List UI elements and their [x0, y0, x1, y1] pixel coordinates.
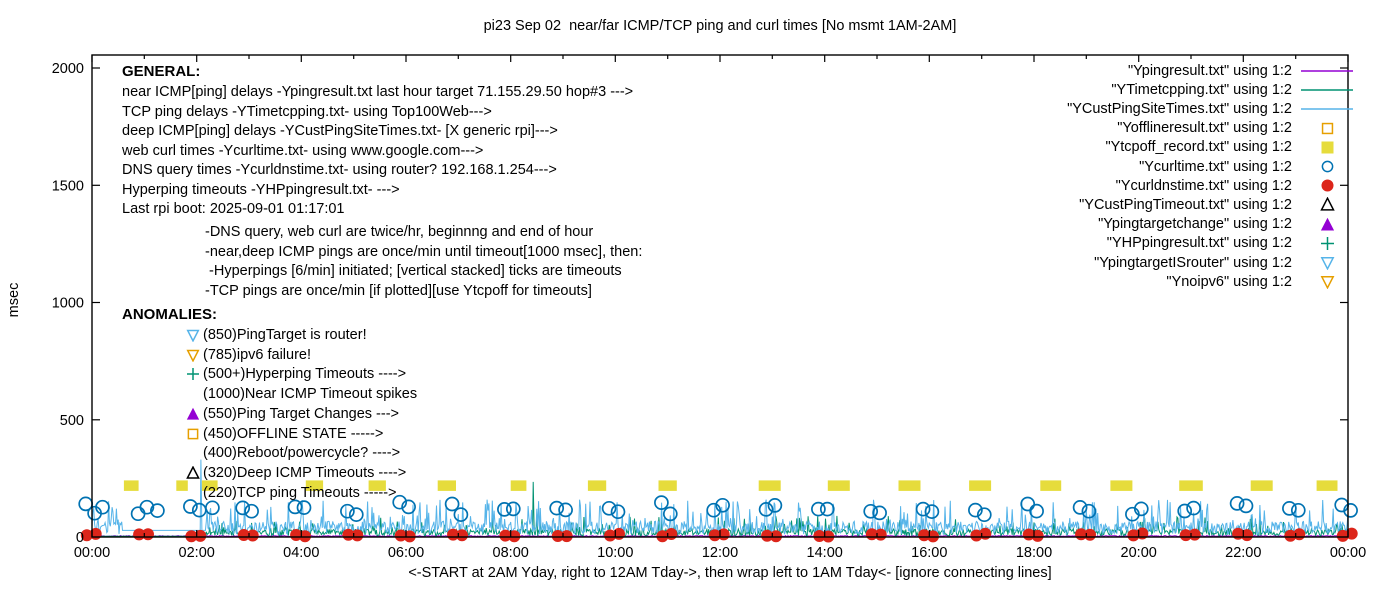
- legend-item: "YCustPingSiteTimes.txt" using 1:2: [926, 99, 1358, 118]
- no-marker: [186, 485, 203, 500]
- anomaly-text: (500+)Hyperping Timeouts ---->: [203, 366, 407, 383]
- legend-item: "Ypingresult.txt" using 1:2: [926, 61, 1358, 80]
- legend-item: "Ycurltime.txt" using 1:2: [926, 157, 1358, 176]
- svg-text:1500: 1500: [52, 178, 84, 194]
- general-line: Hyperping timeouts -YHPpingresult.txt- -…: [122, 181, 400, 198]
- general-line: deep ICMP[ping] delays -YCustPingSiteTim…: [122, 123, 558, 139]
- anomaly-text: (850)PingTarget is router!: [203, 327, 367, 343]
- legend-item: "YHPpingresult.txt" using 1:2: [926, 234, 1358, 253]
- svg-text:20:00: 20:00: [1121, 545, 1157, 561]
- svg-text:16:00: 16:00: [911, 545, 947, 561]
- anomaly-item: (850)PingTarget is router!: [186, 327, 367, 343]
- legend-item: "Ypingtargetchange" using 1:2: [926, 215, 1358, 234]
- legend-sample-square-open-icon: [1296, 119, 1358, 137]
- legend-label: "YHPpingresult.txt" using 1:2: [1106, 235, 1292, 252]
- anomaly-item: (400)Reboot/powercycle? ---->: [186, 445, 400, 461]
- general-header: GENERAL:: [122, 63, 201, 80]
- legend-label: "Yofflineresult.txt" using 1:2: [1117, 120, 1292, 137]
- legend-sample-line-icon: [1296, 81, 1358, 99]
- general-line: Last rpi boot: 2025-09-01 01:17:01: [122, 201, 345, 217]
- chart-title: pi23 Sep 02 near/far ICMP/TCP ping and c…: [483, 18, 957, 34]
- legend-item: "YCustPingTimeout.txt" using 1:2: [926, 195, 1358, 214]
- legend-label: "Ycurltime.txt" using 1:2: [1139, 158, 1292, 175]
- svg-text:06:00: 06:00: [388, 545, 424, 561]
- anomaly-text: (1000)Near ICMP Timeout spikes: [203, 386, 418, 403]
- legend-label: "Ycurldnstime.txt" using 1:2: [1115, 177, 1292, 194]
- general-line: web curl times -Ycurltime.txt- using www…: [122, 142, 484, 159]
- legend-item: "YpingtargetISrouter" using 1:2: [926, 253, 1358, 272]
- legend-sample-line-icon: [1296, 62, 1358, 80]
- general-note-line: -DNS query, web curl are twice/hr, begin…: [205, 224, 594, 240]
- legend-item: "YTimetcpping.txt" using 1:2: [926, 80, 1358, 99]
- anomaly-text: (320)Deep ICMP Timeouts ---->: [203, 464, 407, 481]
- svg-text:18:00: 18:00: [1016, 545, 1052, 561]
- anomaly-item: (220)TCP ping Timeouts ----->: [186, 485, 397, 501]
- plus-icon: [186, 367, 203, 382]
- general-note-line: -near,deep ICMP pings are once/min until…: [205, 243, 643, 260]
- anomalies-header: ANOMALIES:: [122, 306, 217, 323]
- triangle-up-filled-icon: [186, 406, 203, 421]
- anomaly-item: (320)Deep ICMP Timeouts ---->: [186, 465, 406, 481]
- legend-label: "Ynoipv6" using 1:2: [1166, 273, 1292, 290]
- anomaly-text: (550)Ping Target Changes --->: [203, 405, 399, 422]
- anomaly-text: (400)Reboot/powercycle? ---->: [203, 445, 401, 462]
- legend-sample-triangle-down-open-icon: [1296, 273, 1358, 291]
- svg-text:10:00: 10:00: [597, 545, 633, 561]
- svg-text:08:00: 08:00: [493, 545, 529, 561]
- legend-label: "YCustPingSiteTimes.txt" using 1:2: [1067, 100, 1292, 117]
- general-line: DNS query times -Ycurldnstime.txt- using…: [122, 162, 557, 178]
- no-marker: [186, 446, 203, 461]
- anomaly-text: (450)OFFLINE STATE ----->: [203, 425, 384, 442]
- general-note-line: -TCP pings are once/min [if plotted][use…: [205, 282, 592, 299]
- anomaly-item: (450)OFFLINE STATE ----->: [186, 426, 383, 442]
- svg-text:0: 0: [76, 530, 84, 546]
- svg-text:02:00: 02:00: [179, 545, 215, 561]
- no-marker: [186, 387, 203, 402]
- triangle-up-open-icon: [186, 465, 203, 480]
- triangle-down-open-icon: [186, 347, 203, 362]
- legend-label: "Ytcpoff_record.txt" using 1:2: [1105, 139, 1292, 156]
- general-line: TCP ping delays -YTimetcpping.txt- using…: [122, 103, 492, 120]
- anomaly-item: (785)ipv6 failure!: [186, 347, 311, 363]
- legend: "Ypingresult.txt" using 1:2 "YTimetcpping…: [926, 61, 1358, 296]
- svg-text:500: 500: [60, 413, 84, 429]
- x-axis-label: <-START at 2AM Yday, right to 12AM Tday-…: [408, 565, 1052, 581]
- anomaly-text: (785)ipv6 failure!: [203, 346, 311, 363]
- anomaly-item: (1000)Near ICMP Timeout spikes: [186, 386, 417, 402]
- legend-item: "Yofflineresult.txt" using 1:2: [926, 119, 1358, 138]
- legend-label: "YpingtargetISrouter" using 1:2: [1094, 254, 1292, 271]
- legend-sample-line-icon: [1296, 100, 1358, 118]
- legend-sample-triangle-down-open-icon: [1296, 254, 1358, 272]
- svg-text:1000: 1000: [52, 296, 84, 312]
- svg-text:00:00: 00:00: [74, 545, 110, 561]
- legend-sample-plus-icon: [1296, 234, 1358, 252]
- legend-sample-triangle-up-filled-icon: [1296, 215, 1358, 233]
- legend-item: "Ytcpoff_record.txt" using 1:2: [926, 138, 1358, 157]
- svg-text:04:00: 04:00: [283, 545, 319, 561]
- anomaly-text: (220)TCP ping Timeouts ----->: [203, 484, 397, 501]
- general-note-line: -Hyperpings [6/min] initiated; [vertical…: [205, 263, 622, 279]
- legend-sample-circle-filled-icon: [1296, 177, 1358, 195]
- anomaly-item: (500+)Hyperping Timeouts ---->: [186, 366, 406, 382]
- legend-item: "Ynoipv6" using 1:2: [926, 272, 1358, 291]
- legend-sample-triangle-up-open-icon: [1296, 196, 1358, 214]
- svg-text:2000: 2000: [52, 61, 84, 77]
- svg-text:14:00: 14:00: [807, 545, 843, 561]
- legend-label: "YTimetcpping.txt" using 1:2: [1111, 81, 1292, 98]
- legend-label: "Ypingresult.txt" using 1:2: [1128, 62, 1292, 79]
- general-line: near ICMP[ping] delays -Ypingresult.txt …: [122, 84, 634, 100]
- legend-item: "Ycurldnstime.txt" using 1:2: [926, 176, 1358, 195]
- svg-text:12:00: 12:00: [702, 545, 738, 561]
- legend-sample-circle-open-icon: [1296, 158, 1358, 176]
- anomaly-item: (550)Ping Target Changes --->: [186, 406, 399, 422]
- svg-text:00:00: 00:00: [1330, 545, 1366, 561]
- square-open-icon: [186, 426, 203, 441]
- legend-label: "YCustPingTimeout.txt" using 1:2: [1079, 196, 1292, 213]
- triangle-down-open-icon: [186, 328, 203, 343]
- svg-text:22:00: 22:00: [1225, 545, 1261, 561]
- legend-label: "Ypingtargetchange" using 1:2: [1098, 216, 1292, 233]
- legend-sample-square-filled-icon: [1296, 138, 1358, 156]
